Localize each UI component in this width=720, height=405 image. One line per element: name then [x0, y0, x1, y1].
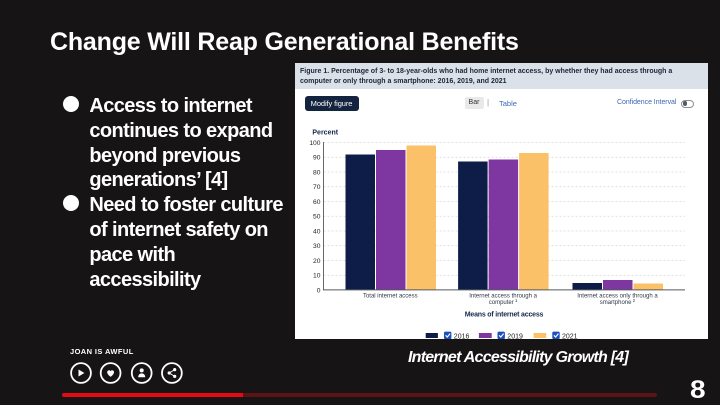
svg-text:80: 80: [313, 169, 321, 176]
svg-text:Internet access only through a: Internet access only through a: [577, 294, 658, 300]
svg-text:Means of internet access: Means of internet access: [465, 312, 544, 319]
svg-text:2021: 2021: [562, 333, 578, 339]
svg-text:smartphone2: smartphone2: [600, 298, 636, 306]
svg-text:Internet access through a: Internet access through a: [469, 294, 537, 300]
svg-text:20: 20: [313, 258, 321, 265]
svg-text:100: 100: [309, 140, 320, 147]
svg-text:50: 50: [313, 214, 321, 221]
svg-text:30: 30: [313, 243, 321, 250]
svg-text:40: 40: [313, 228, 321, 235]
svg-text:Percent: Percent: [312, 130, 338, 137]
svg-text:Total internet access: Total internet access: [363, 294, 418, 300]
svg-text:70: 70: [313, 184, 321, 191]
svg-text:10: 10: [313, 273, 321, 280]
svg-text:0: 0: [317, 287, 321, 294]
svg-text:2019: 2019: [507, 333, 523, 339]
svg-text:90: 90: [313, 155, 321, 162]
svg-text:60: 60: [313, 199, 321, 206]
svg-text:2016: 2016: [454, 333, 470, 339]
svg-text:computer1: computer1: [489, 298, 518, 306]
